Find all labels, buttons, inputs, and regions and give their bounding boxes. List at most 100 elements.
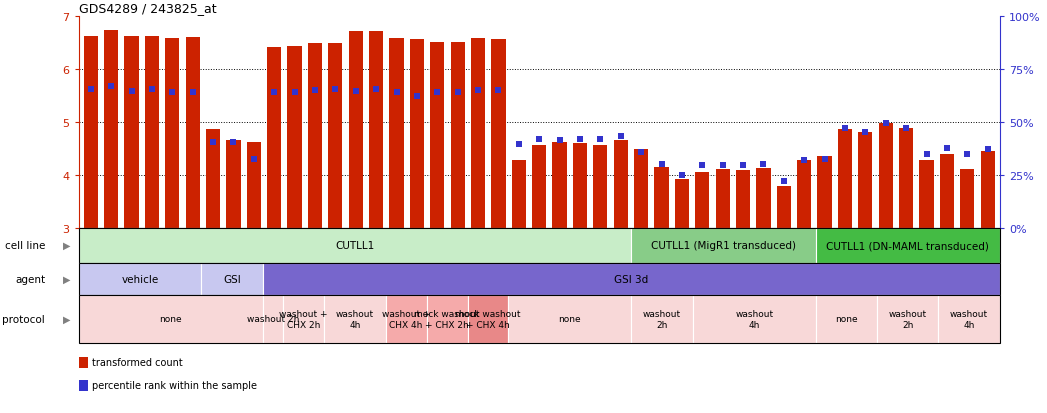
Point — [184, 90, 201, 97]
Point — [776, 178, 793, 185]
Bar — [389, 39, 404, 228]
Point — [348, 88, 364, 95]
Bar — [201, 263, 263, 295]
Bar — [84, 37, 97, 228]
Point — [592, 136, 608, 142]
Point — [796, 157, 812, 164]
Bar — [594, 146, 607, 228]
Bar — [79, 263, 201, 295]
Text: GSI 3d: GSI 3d — [615, 274, 648, 284]
Point — [837, 125, 853, 132]
Text: washout +
CHX 4h: washout + CHX 4h — [382, 309, 430, 329]
Bar — [960, 170, 975, 228]
Point — [877, 120, 894, 127]
Bar — [816, 228, 1000, 263]
Bar — [263, 295, 284, 343]
Text: washout
4h: washout 4h — [950, 309, 988, 329]
Bar — [736, 171, 751, 228]
Point — [694, 162, 711, 169]
Bar — [634, 150, 648, 228]
Point — [897, 125, 914, 132]
Text: none: none — [559, 315, 581, 323]
Text: none: none — [159, 315, 182, 323]
Bar — [631, 295, 693, 343]
Bar — [877, 295, 938, 343]
Bar — [125, 37, 138, 228]
Text: protocol: protocol — [2, 314, 45, 324]
Text: transformed count: transformed count — [92, 357, 182, 368]
Text: mock washout
+ CHX 4h: mock washout + CHX 4h — [455, 309, 520, 329]
Bar — [79, 228, 631, 263]
Point — [551, 138, 567, 144]
Bar — [693, 295, 816, 343]
Point — [204, 139, 221, 146]
Bar — [981, 151, 995, 228]
Bar — [816, 295, 877, 343]
Point — [490, 87, 507, 94]
Bar — [288, 47, 302, 228]
Text: vehicle: vehicle — [121, 274, 158, 284]
Point — [103, 83, 119, 90]
Bar — [756, 169, 771, 228]
Bar — [818, 157, 831, 228]
Point — [245, 156, 262, 163]
Bar — [263, 263, 1000, 295]
Bar — [695, 173, 710, 228]
Text: agent: agent — [15, 274, 45, 284]
Bar — [409, 40, 424, 228]
Point — [918, 152, 935, 158]
Point — [164, 90, 181, 97]
Point — [673, 172, 690, 178]
Bar — [104, 31, 118, 228]
Point — [531, 136, 548, 142]
Point — [612, 134, 629, 140]
Point — [857, 130, 874, 136]
Bar — [532, 146, 547, 228]
Bar — [512, 160, 526, 228]
Point — [470, 87, 487, 94]
Text: GSI: GSI — [223, 274, 241, 284]
Point — [327, 86, 343, 93]
Bar — [450, 43, 465, 228]
Text: washout
4h: washout 4h — [336, 309, 374, 329]
Bar — [79, 295, 263, 343]
Bar — [859, 133, 872, 228]
Text: GDS4289 / 243825_at: GDS4289 / 243825_at — [79, 2, 216, 15]
Text: ▶: ▶ — [63, 274, 70, 284]
Bar — [144, 37, 159, 228]
Bar — [226, 141, 241, 228]
Point — [653, 161, 670, 168]
Point — [367, 86, 384, 93]
Bar — [573, 143, 587, 228]
Bar — [878, 123, 893, 228]
Point — [408, 94, 425, 100]
Point — [572, 136, 588, 142]
Bar — [674, 179, 689, 228]
Bar — [385, 295, 426, 343]
Text: CUTLL1 (DN-MAML transduced): CUTLL1 (DN-MAML transduced) — [826, 240, 989, 251]
Bar — [165, 39, 179, 228]
Bar — [185, 38, 200, 228]
Point — [735, 162, 752, 169]
Point — [449, 90, 466, 97]
Point — [817, 156, 833, 163]
Bar — [899, 128, 913, 228]
Text: mock washout
+ CHX 2h: mock washout + CHX 2h — [415, 309, 480, 329]
Text: cell line: cell line — [4, 240, 45, 251]
Text: washout
4h: washout 4h — [735, 309, 774, 329]
Text: washout
2h: washout 2h — [889, 309, 927, 329]
Bar — [325, 295, 385, 343]
Text: ▶: ▶ — [63, 314, 70, 324]
Bar — [426, 295, 468, 343]
Text: none: none — [836, 315, 857, 323]
Bar — [247, 142, 261, 228]
Point — [83, 86, 99, 93]
Point — [286, 90, 303, 97]
Bar — [468, 295, 509, 343]
Point — [388, 90, 405, 97]
Bar — [206, 130, 220, 228]
Point — [225, 139, 242, 146]
Point — [511, 141, 528, 148]
Text: percentile rank within the sample: percentile rank within the sample — [92, 380, 257, 390]
Text: washout +
CHX 2h: washout + CHX 2h — [280, 309, 328, 329]
